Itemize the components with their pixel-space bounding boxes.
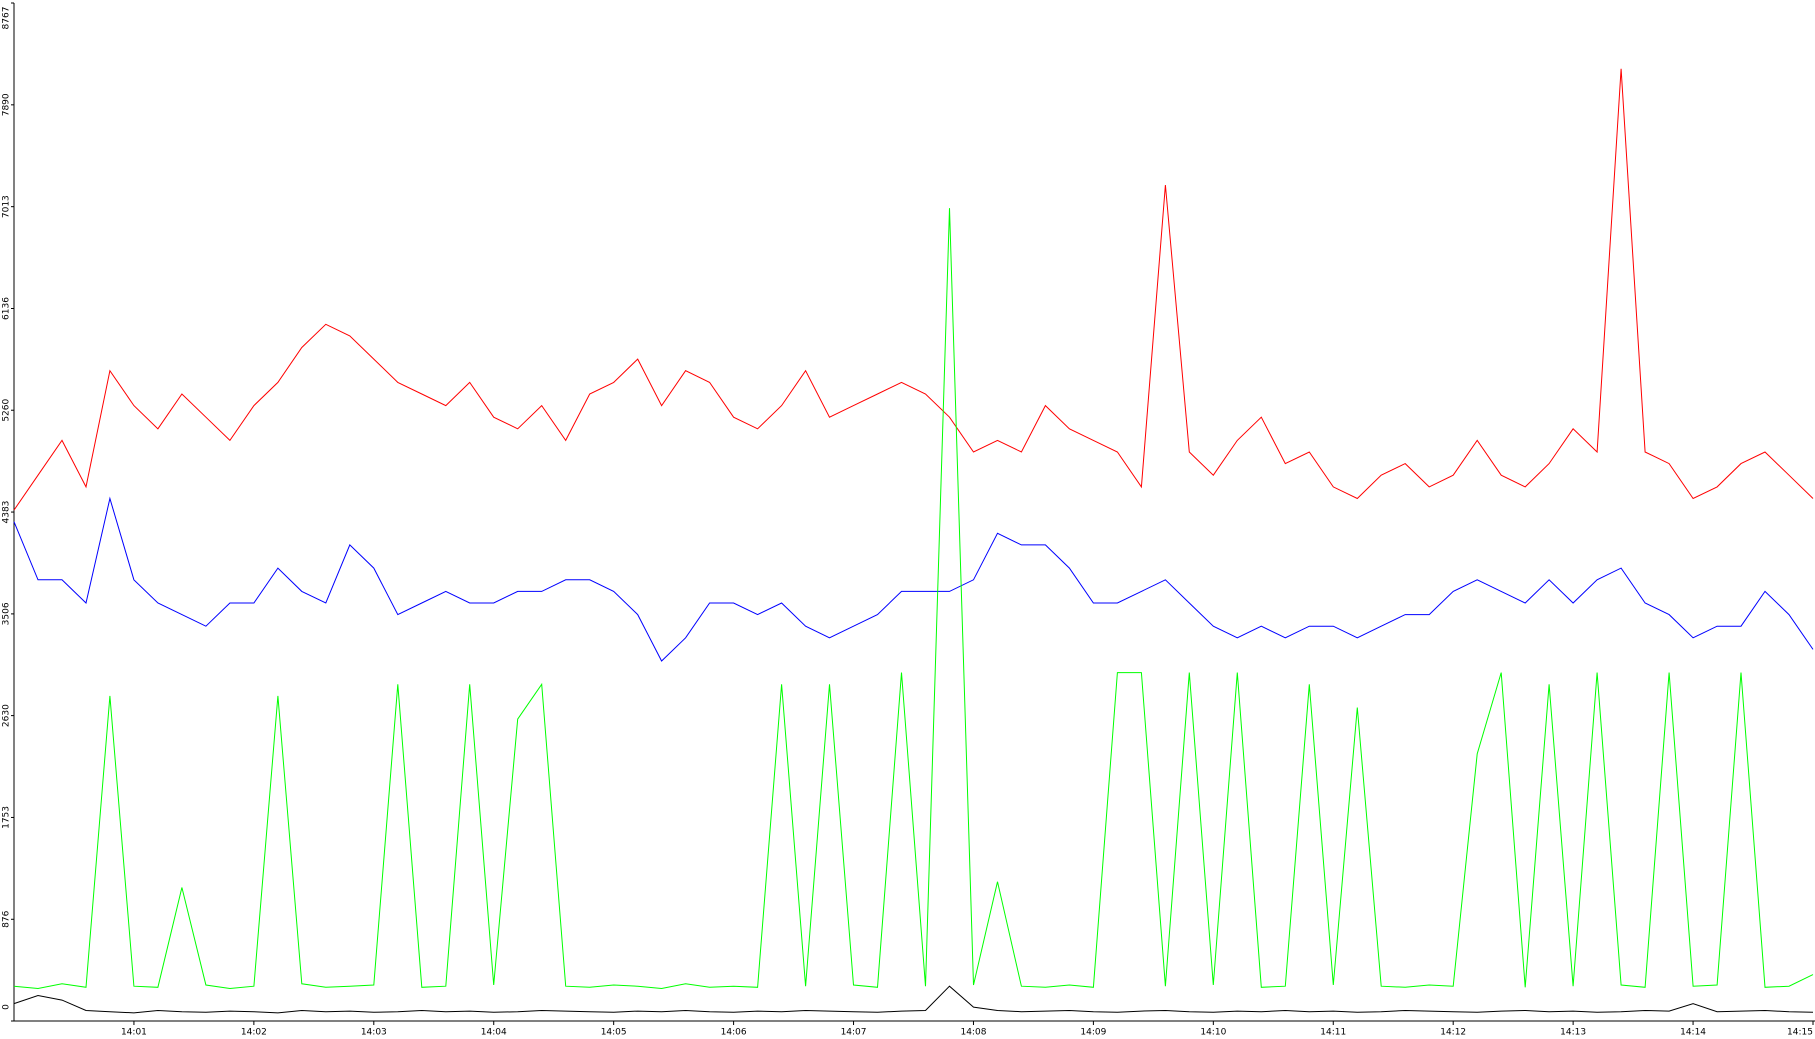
x-tick-label: 14:11 — [1320, 1028, 1346, 1038]
series-line — [13, 68, 1814, 511]
y-tick-label: 7013 — [2, 195, 12, 218]
x-tick-label: 14:03 — [361, 1028, 387, 1038]
series-line — [13, 496, 1814, 662]
x-tick-label: 14:02 — [241, 1028, 267, 1038]
y-tick-label: 1753 — [2, 806, 12, 829]
x-tick-label: 14:08 — [960, 1028, 986, 1038]
y-tick-label: 8767 — [2, 7, 12, 30]
x-tick-label: 14:05 — [601, 1028, 627, 1038]
y-tick-label: 5260 — [2, 398, 12, 421]
x-tick-label: 14:14 — [1680, 1028, 1706, 1038]
series-line — [13, 208, 1814, 990]
x-tick-label: 14:12 — [1440, 1028, 1466, 1038]
y-tick-label: 6136 — [2, 297, 12, 320]
y-tick-label: 4383 — [2, 501, 12, 524]
x-tick-label: 14:01 — [121, 1028, 147, 1038]
x-tick-label: 14:07 — [841, 1028, 867, 1038]
x-tick-label: 14:13 — [1560, 1028, 1586, 1038]
y-tick-label: 0 — [2, 1004, 12, 1010]
series-line — [13, 985, 1814, 1014]
x-tick-label: 14:10 — [1200, 1028, 1226, 1038]
y-tick-label: 2630 — [2, 704, 12, 727]
y-tick-label: 7890 — [2, 93, 12, 116]
y-tick-label: 876 — [2, 910, 12, 927]
x-tick-label: 14:06 — [721, 1028, 747, 1038]
y-tick-label: 3506 — [2, 602, 12, 625]
x-tick-label: 14:09 — [1080, 1028, 1106, 1038]
x-tick-label: 14:15 — [1787, 1028, 1813, 1038]
x-tick-label: 14:04 — [481, 1028, 507, 1038]
